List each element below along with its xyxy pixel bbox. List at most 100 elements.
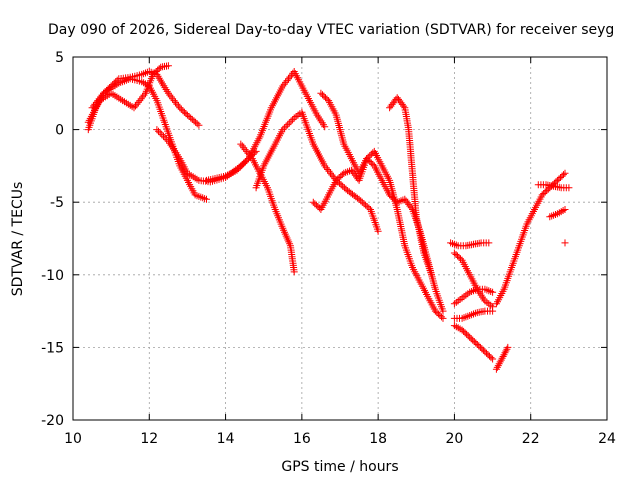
data-point-marker: [282, 122, 290, 130]
data-point-marker: [241, 158, 249, 166]
data-point-marker: [501, 349, 509, 357]
data-point-marker: [460, 327, 468, 335]
data-point-marker: [238, 161, 246, 169]
data-point-marker: [332, 176, 340, 184]
data-point-marker: [140, 91, 148, 99]
data-point-marker: [476, 343, 484, 351]
y-tick-label: 5: [55, 50, 64, 66]
data-point-marker: [177, 105, 185, 113]
data-point-marker: [156, 129, 164, 137]
data-point-marker: [540, 190, 548, 197]
data-point-marker: [364, 153, 372, 161]
data-point-marker: [362, 201, 370, 209]
data-point-marker: [173, 100, 181, 108]
data-point-marker: [450, 249, 458, 257]
data-point-marker: [355, 195, 363, 203]
data-point-marker: [495, 360, 503, 368]
data-point-marker: [555, 175, 563, 183]
data-point-marker: [312, 201, 320, 209]
data-point-marker: [290, 268, 298, 276]
data-point-marker: [309, 198, 317, 206]
data-point-marker: [489, 307, 497, 315]
data-point-marker: [493, 363, 501, 371]
data-point-marker: [400, 102, 408, 110]
data-point-marker: [479, 346, 487, 354]
data-point-marker: [235, 165, 243, 173]
data-point-marker: [374, 227, 382, 235]
data-point-marker: [182, 110, 190, 118]
y-tick-label: -20: [41, 413, 64, 429]
data-point-marker: [489, 355, 497, 363]
data-point-marker: [363, 155, 371, 163]
data-point-marker: [179, 107, 187, 115]
data-point-marker: [329, 173, 337, 181]
data-point-marker: [538, 191, 546, 199]
x-tick-label: 22: [522, 431, 540, 447]
data-point-marker: [335, 174, 343, 181]
x-tick-label: 18: [369, 431, 387, 447]
data-point-marker: [172, 98, 179, 106]
y-axis-label: SDTVAR / TECUs: [10, 182, 26, 297]
data-point-marker: [283, 77, 291, 85]
data-point-marker: [502, 347, 510, 355]
data-point-marker: [151, 69, 159, 77]
data-point-marker: [454, 252, 461, 260]
data-point-marker: [320, 92, 328, 100]
data-point-marker: [461, 329, 469, 337]
data-point-marker: [203, 195, 210, 203]
data-point-marker: [439, 307, 447, 315]
data-point-marker: [498, 354, 506, 362]
data-point-marker: [485, 287, 493, 295]
data-point-marker: [487, 354, 495, 362]
data-point-marker: [132, 102, 139, 110]
data-point-marker: [561, 239, 569, 247]
data-point-marker: [561, 206, 569, 213]
data-point-marker: [280, 80, 288, 88]
data-point-marker: [240, 160, 248, 168]
data-point-marker: [285, 119, 293, 127]
data-point-marker: [236, 163, 244, 171]
data-point-marker: [337, 181, 345, 189]
data-point-marker: [464, 332, 472, 340]
data-point-marker: [322, 94, 329, 102]
y-tick-label: 0: [55, 123, 64, 139]
data-point-marker: [478, 345, 486, 353]
data-point-marker: [363, 203, 371, 211]
data-point-marker: [485, 239, 493, 247]
x-axis-label: GPS time / hours: [281, 459, 398, 475]
data-point-marker: [279, 126, 287, 134]
data-point-marker: [190, 117, 198, 125]
data-point-marker: [284, 121, 292, 129]
x-tick-label: 12: [140, 431, 158, 447]
data-point-marker: [450, 240, 458, 248]
data-point-marker: [431, 307, 439, 315]
data-point-marker: [170, 97, 178, 105]
data-point-marker: [337, 172, 345, 180]
data-point-marker: [436, 312, 444, 319]
y-tick-label: -15: [41, 340, 64, 356]
data-point-marker: [557, 174, 564, 181]
data-point-marker: [314, 203, 322, 211]
x-tick-label: 10: [64, 431, 82, 447]
data-point-marker: [174, 102, 182, 110]
data-point-marker: [237, 140, 245, 148]
data-point-marker: [279, 82, 287, 90]
x-tick-label: 16: [293, 431, 311, 447]
data-point-marker: [434, 310, 442, 318]
data-point-marker: [433, 309, 441, 317]
data-point-marker: [369, 160, 377, 168]
data-point-marker: [166, 91, 174, 99]
data-point-marker: [560, 171, 567, 179]
data-point-marker: [185, 113, 193, 120]
data-point-marker: [470, 338, 478, 346]
data-point-marker: [541, 188, 549, 196]
data-point-marker: [154, 66, 162, 74]
data-point-marker: [428, 271, 435, 279]
data-point-marker: [365, 204, 373, 212]
data-point-marker: [466, 333, 474, 341]
data-point-marker: [463, 330, 471, 338]
x-tick-label: 24: [598, 431, 616, 447]
data-point-marker: [163, 136, 171, 144]
data-point-marker: [452, 251, 460, 258]
data-point-marker: [321, 162, 329, 170]
